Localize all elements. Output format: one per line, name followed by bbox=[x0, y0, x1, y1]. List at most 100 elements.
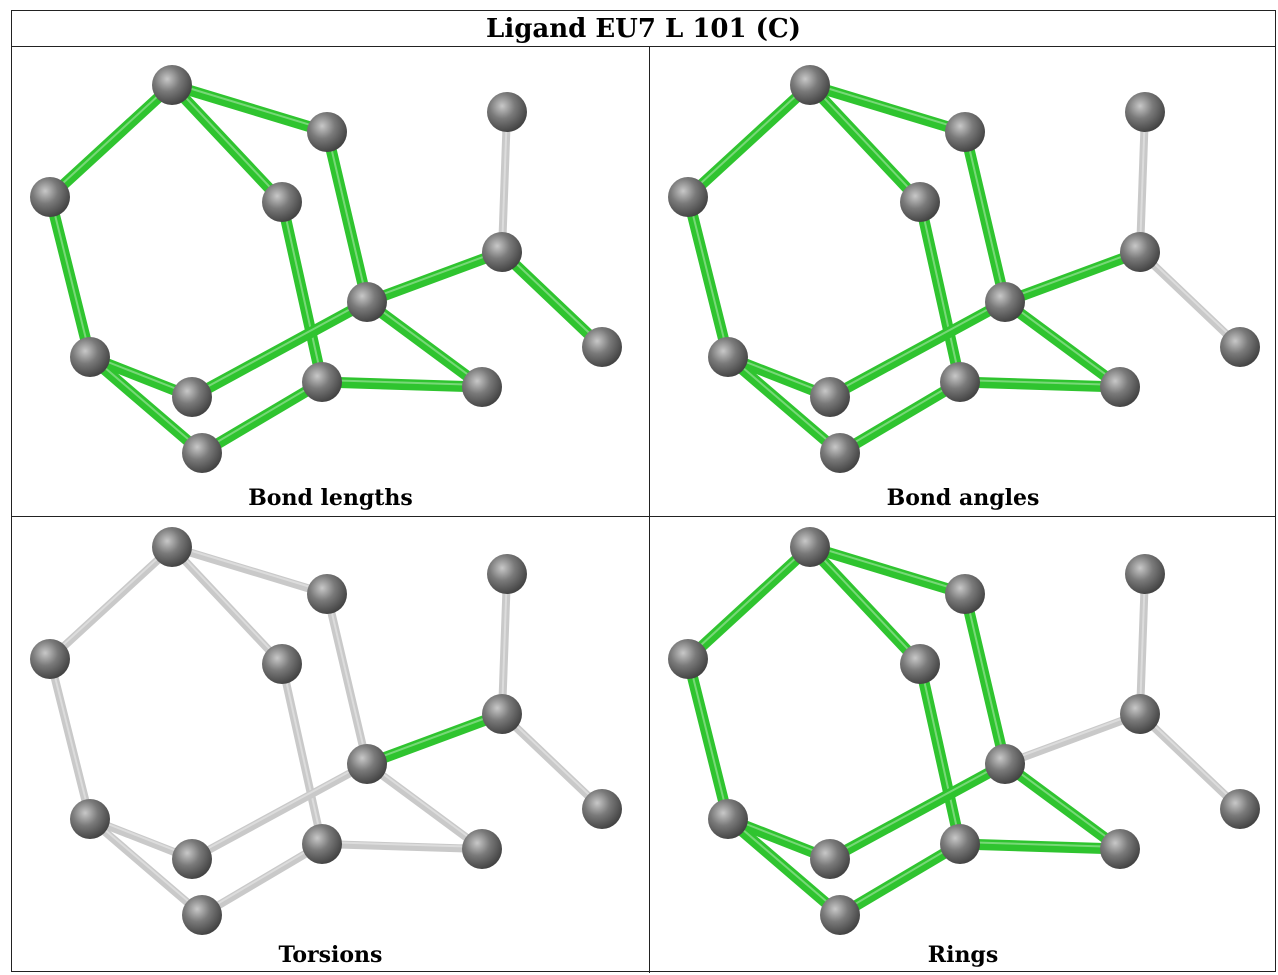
bond-highlight bbox=[1139, 571, 1146, 713]
bond-highlight bbox=[964, 591, 1006, 763]
figure-title: Ligand EU7 L 101 (C) bbox=[12, 11, 1275, 47]
bond-b1 bbox=[166, 79, 333, 138]
bond-b16 bbox=[1136, 570, 1149, 718]
bond-highlight bbox=[1004, 249, 1141, 301]
atom-a5 bbox=[1125, 554, 1165, 594]
bond-b7 bbox=[188, 760, 371, 863]
atom-a4 bbox=[900, 182, 940, 222]
bond-b10 bbox=[722, 351, 846, 459]
bond-b2 bbox=[44, 79, 178, 203]
bond-b1 bbox=[168, 543, 331, 598]
bond-highlight bbox=[366, 249, 503, 301]
panel-torsions: Torsions bbox=[12, 517, 649, 972]
bond-b5 bbox=[44, 191, 96, 363]
atom-a6 bbox=[1120, 232, 1160, 272]
atom-a7 bbox=[347, 282, 387, 322]
bond-highlight bbox=[959, 379, 1121, 386]
bond-highlight bbox=[1004, 299, 1121, 386]
bond-b3 bbox=[166, 79, 288, 208]
atom-a10 bbox=[810, 839, 850, 879]
panel-bond-lengths: Bond lengths bbox=[12, 47, 649, 516]
bond-b15 bbox=[999, 246, 1146, 308]
row-divider bbox=[12, 516, 1275, 517]
atom-a11 bbox=[940, 362, 980, 402]
bond-highlight bbox=[171, 544, 283, 663]
bond-highlight bbox=[1004, 711, 1141, 763]
bond-highlight bbox=[49, 544, 173, 658]
panel-rings: Rings bbox=[650, 517, 1276, 972]
bond-b11 bbox=[198, 840, 326, 919]
bond-highlight bbox=[321, 841, 483, 848]
atom-a12 bbox=[462, 829, 502, 869]
bond-b7 bbox=[824, 758, 1011, 865]
atom-a9 bbox=[1220, 789, 1260, 829]
column-divider bbox=[649, 47, 650, 973]
atom-a13 bbox=[820, 895, 860, 935]
bond-b12 bbox=[954, 376, 1126, 393]
molecule-view bbox=[668, 65, 1260, 473]
atom-a8 bbox=[708, 337, 748, 377]
bond-b1 bbox=[804, 541, 971, 600]
bond-b3 bbox=[168, 543, 286, 668]
bond-highlight bbox=[171, 544, 328, 593]
bond-b4 bbox=[959, 588, 1011, 770]
atom-a2 bbox=[945, 574, 985, 614]
bond-highlight bbox=[809, 544, 966, 593]
atom-a9 bbox=[582, 789, 622, 829]
atom-a3 bbox=[30, 639, 70, 679]
bond-b7 bbox=[186, 296, 373, 403]
atom-a8 bbox=[70, 337, 110, 377]
bond-highlight bbox=[829, 761, 1006, 858]
bond-b3 bbox=[804, 541, 926, 670]
atom-a5 bbox=[487, 554, 527, 594]
bond-b11 bbox=[834, 838, 966, 921]
bond-b16 bbox=[498, 108, 511, 256]
atom-a8 bbox=[70, 799, 110, 839]
atom-a12 bbox=[462, 367, 502, 407]
bond-highlight bbox=[501, 711, 603, 808]
atom-a6 bbox=[482, 232, 522, 272]
bond-highlight bbox=[366, 299, 483, 386]
bond-highlight bbox=[839, 841, 961, 914]
atom-a3 bbox=[668, 177, 708, 217]
atom-a6 bbox=[1120, 694, 1160, 734]
bond-b10 bbox=[722, 813, 846, 921]
bond-highlight bbox=[49, 656, 91, 818]
atom-a12 bbox=[1100, 367, 1140, 407]
bond-b4 bbox=[323, 590, 371, 768]
bond-b15 bbox=[361, 246, 508, 308]
panel-caption: Bond lengths bbox=[248, 485, 413, 511]
atom-a11 bbox=[302, 362, 342, 402]
bond-b11 bbox=[196, 376, 328, 459]
atom-a1 bbox=[790, 527, 830, 567]
atom-a2 bbox=[945, 112, 985, 152]
atom-a7 bbox=[347, 744, 387, 784]
bond-b17 bbox=[498, 710, 606, 813]
atom-a4 bbox=[900, 644, 940, 684]
molecule-view bbox=[668, 527, 1260, 935]
molecule-view bbox=[30, 527, 622, 935]
panel-caption: Bond angles bbox=[886, 485, 1040, 511]
bond-highlight bbox=[201, 379, 323, 452]
bond-highlight bbox=[727, 354, 841, 452]
bond-b17 bbox=[1136, 248, 1244, 351]
bond-b10 bbox=[86, 815, 206, 919]
atom-a10 bbox=[810, 377, 850, 417]
bond-highlight bbox=[501, 109, 508, 251]
atom-a8 bbox=[708, 799, 748, 839]
atom-a5 bbox=[1125, 92, 1165, 132]
atom-a11 bbox=[940, 824, 980, 864]
bond-highlight bbox=[89, 354, 203, 452]
bond-highlight bbox=[326, 129, 368, 301]
atom-a13 bbox=[820, 433, 860, 473]
atom-a6 bbox=[482, 694, 522, 734]
bond-b3 bbox=[804, 79, 926, 208]
bond-b16 bbox=[1136, 108, 1149, 256]
bond-highlight bbox=[171, 82, 283, 201]
bond-highlight bbox=[201, 841, 323, 914]
bond-highlight bbox=[1139, 711, 1241, 808]
bond-b7 bbox=[824, 296, 1011, 403]
bond-highlight bbox=[839, 379, 961, 452]
bond-b4 bbox=[321, 126, 373, 308]
panel-caption: Rings bbox=[927, 942, 999, 968]
